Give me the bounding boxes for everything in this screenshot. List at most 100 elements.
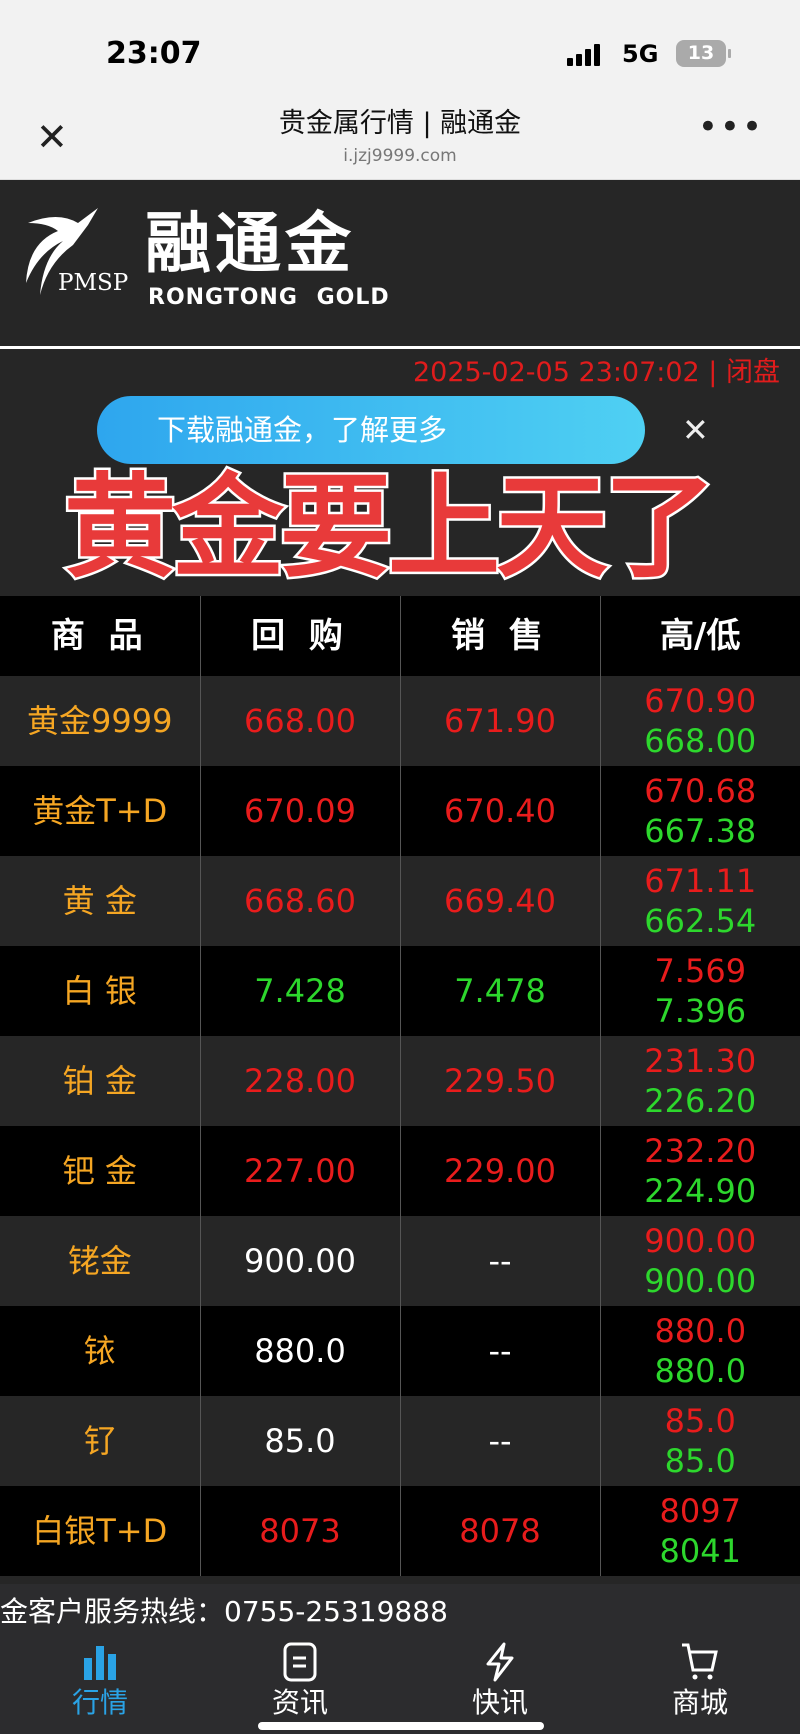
buyback-price: 668.60 — [200, 856, 401, 946]
document-icon — [283, 1642, 317, 1682]
low-price: 880.0 — [654, 1352, 747, 1390]
tab-label: 商城 — [671, 1686, 728, 1719]
product-name: 白 银 — [0, 946, 201, 1036]
divider — [0, 346, 800, 349]
table-row[interactable]: 铂 金 228.00 229.50 231.30 226.20 — [0, 1036, 800, 1126]
high-low: 880.0 880.0 — [600, 1306, 800, 1396]
high-price: 670.68 — [644, 772, 757, 810]
table-row[interactable]: 白 银 7.428 7.478 7.569 7.396 — [0, 946, 800, 1036]
tab-label: 行情 — [71, 1686, 128, 1719]
high-price: 7.569 — [654, 952, 747, 990]
buyback-price: 228.00 — [200, 1036, 401, 1126]
browser-header: ✕ 贵金属行情 | 融通金 i.jzj9999.com ••• — [0, 95, 800, 180]
lightning-icon — [486, 1642, 514, 1682]
high-low: 670.90 668.00 — [600, 676, 800, 766]
sell-price: -- — [400, 1396, 601, 1486]
header-high-low: 高/低 — [600, 596, 800, 676]
sell-price: 669.40 — [400, 856, 601, 946]
product-name: 黄 金 — [0, 856, 201, 946]
cart-icon — [682, 1643, 718, 1680]
buyback-price: 880.0 — [200, 1306, 401, 1396]
high-low: 232.20 224.90 — [600, 1126, 800, 1216]
tab-news[interactable]: 资讯 — [200, 1642, 400, 1734]
product-name: 钯 金 — [0, 1126, 201, 1216]
product-name: 钌 — [0, 1396, 201, 1486]
product-name: 白银T+D — [0, 1486, 201, 1576]
table-row[interactable]: 黄金9999 668.00 671.90 670.90 668.00 — [0, 676, 800, 766]
table-row[interactable]: 钌 85.0 -- 85.0 85.0 — [0, 1396, 800, 1486]
download-banner[interactable]: 下载融通金，了解更多 — [97, 396, 645, 464]
sell-price: 8078 — [400, 1486, 601, 1576]
buyback-price: 227.00 — [200, 1126, 401, 1216]
product-name: 铑金 — [0, 1216, 201, 1306]
status-bar: 23:07 5G 13 — [0, 0, 800, 95]
low-price: 668.00 — [644, 722, 757, 760]
overlay-caption: 黄金要上天了 — [62, 463, 719, 593]
high-price: 231.30 — [644, 1042, 757, 1080]
market-timestamp: 2025-02-05 23:07:02 | 闭盘 — [412, 357, 780, 388]
high-low: 8097 8041 — [600, 1486, 800, 1576]
product-name: 黄金T+D — [0, 766, 201, 856]
low-price: 662.54 — [644, 902, 757, 940]
buyback-price: 668.00 — [200, 676, 401, 766]
home-indicator[interactable] — [258, 1722, 544, 1730]
high-low: 231.30 226.20 — [600, 1036, 800, 1126]
header-sell: 销 售 — [400, 596, 601, 676]
brand-logo: PMSP 融通金 RONGTONG GOLD — [0, 181, 800, 346]
table-row[interactable]: 铱 880.0 -- 880.0 880.0 — [0, 1306, 800, 1396]
buyback-price: 900.00 — [200, 1216, 401, 1306]
more-icon[interactable]: ••• — [697, 107, 764, 147]
table-row[interactable]: 黄金T+D 670.09 670.40 670.68 667.38 — [0, 766, 800, 856]
low-price: 667.38 — [644, 812, 757, 850]
page-title: 贵金属行情 | 融通金 — [278, 108, 522, 139]
signal-icon — [567, 44, 600, 66]
sell-price: -- — [400, 1216, 601, 1306]
bottom-tab-bar: 行情 资讯 快讯 商城 — [0, 1642, 800, 1734]
buyback-price: 8073 — [200, 1486, 401, 1576]
low-price: 900.00 — [644, 1262, 757, 1300]
high-low: 900.00 900.00 — [600, 1216, 800, 1306]
tab-label: 快讯 — [471, 1686, 528, 1719]
tab-flash[interactable]: 快讯 — [400, 1642, 600, 1734]
high-price: 8097 — [659, 1492, 741, 1530]
network-type: 5G — [622, 40, 659, 68]
table-row[interactable]: 铑金 900.00 -- 900.00 900.00 — [0, 1216, 800, 1306]
high-low: 670.68 667.38 — [600, 766, 800, 856]
buyback-price: 7.428 — [200, 946, 401, 1036]
high-price: 670.90 — [644, 682, 757, 720]
sell-price: -- — [400, 1306, 601, 1396]
close-icon[interactable]: ✕ — [36, 115, 68, 159]
sell-price: 229.50 — [400, 1036, 601, 1126]
tab-shop[interactable]: 商城 — [600, 1642, 800, 1734]
high-low: 671.11 662.54 — [600, 856, 800, 946]
low-price: 85.0 — [664, 1442, 736, 1480]
high-price: 671.11 — [644, 862, 757, 900]
price-table: 商 品 回 购 销 售 高/低 黄金9999 668.00 671.90 670… — [0, 596, 800, 1576]
low-price: 224.90 — [644, 1172, 757, 1210]
page-url: i.jzj9999.com — [343, 146, 457, 166]
bar-chart-icon — [84, 1646, 116, 1680]
clock: 23:07 — [106, 36, 202, 71]
high-price: 85.0 — [664, 1402, 736, 1440]
high-low: 85.0 85.0 — [600, 1396, 800, 1486]
table-row[interactable]: 白银T+D 8073 8078 8097 8041 — [0, 1486, 800, 1576]
header-product: 商 品 — [0, 596, 201, 676]
buyback-price: 670.09 — [200, 766, 401, 856]
high-price: 900.00 — [644, 1222, 757, 1260]
sell-price: 229.00 — [400, 1126, 601, 1216]
table-row[interactable]: 钯 金 227.00 229.00 232.20 224.90 — [0, 1126, 800, 1216]
header-buyback: 回 购 — [200, 596, 401, 676]
logo-pmsp: PMSP — [58, 270, 129, 296]
logo-brand-cn: 融通金 — [145, 205, 355, 282]
banner-close-icon[interactable]: ✕ — [682, 411, 709, 449]
buyback-price: 85.0 — [200, 1396, 401, 1486]
sell-price: 671.90 — [400, 676, 601, 766]
battery-icon: 13 — [676, 40, 731, 67]
sell-price: 7.478 — [400, 946, 601, 1036]
service-hotline[interactable]: 金客户服务热线：0755-25319888 — [0, 1584, 800, 1642]
tab-market[interactable]: 行情 — [0, 1642, 200, 1734]
high-price: 880.0 — [654, 1312, 747, 1350]
logo-brand-en: RONGTONG GOLD — [148, 285, 390, 310]
product-name: 铂 金 — [0, 1036, 201, 1126]
table-row[interactable]: 黄 金 668.60 669.40 671.11 662.54 — [0, 856, 800, 946]
